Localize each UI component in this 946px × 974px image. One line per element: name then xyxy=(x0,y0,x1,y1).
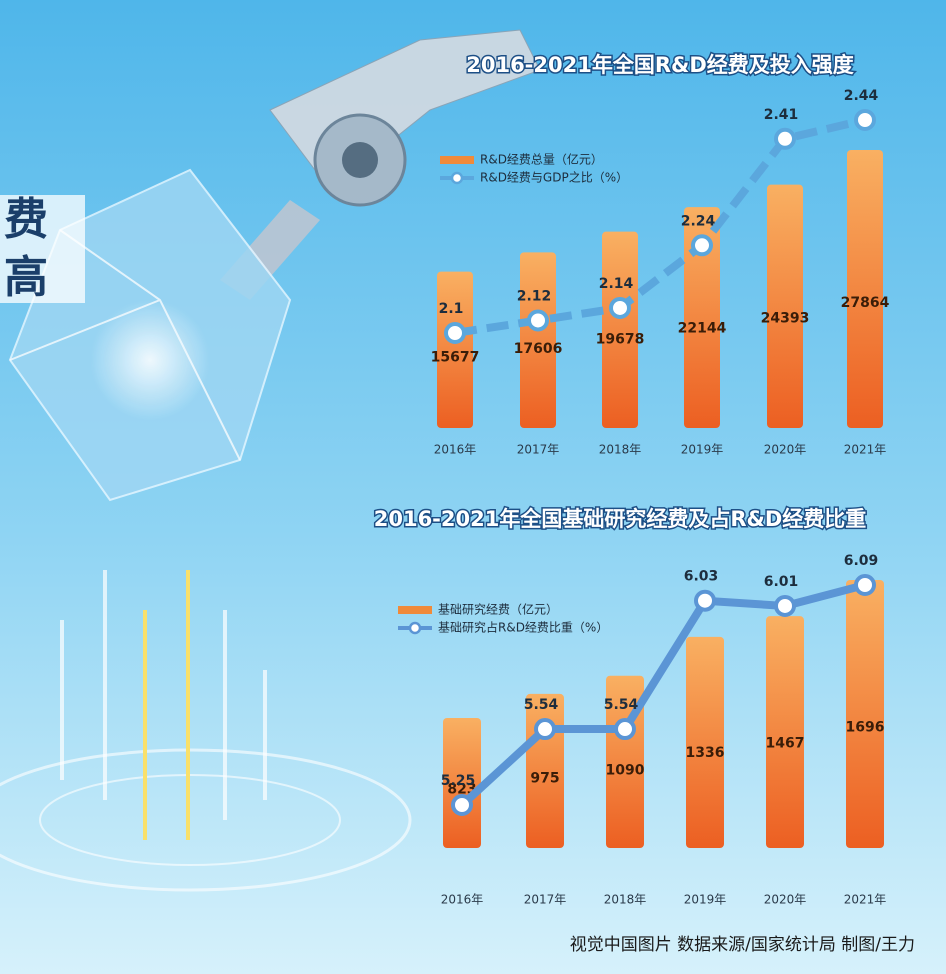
bar-value-label: 1696 xyxy=(846,719,885,735)
bar-value-label: 1090 xyxy=(606,762,645,778)
x-tick-label: 2016年 xyxy=(434,443,477,457)
bar xyxy=(847,150,883,428)
bar xyxy=(767,184,803,428)
line-marker xyxy=(691,234,713,257)
line-marker xyxy=(774,127,796,150)
legend-label: 基础研究占R&D经费比重（%） xyxy=(438,620,608,635)
bar xyxy=(684,207,720,428)
line xyxy=(454,116,866,337)
x-tick-label: 2018年 xyxy=(604,893,647,907)
line-marker xyxy=(609,296,631,319)
bar-value-label: 22144 xyxy=(678,321,727,337)
line-marker xyxy=(534,718,556,741)
bar xyxy=(686,636,724,848)
bar xyxy=(602,231,638,428)
point-value-label: 5.25 xyxy=(441,773,476,789)
point-value-label: 5.54 xyxy=(604,697,639,713)
point-value-label: 2.1 xyxy=(439,301,464,317)
point-value-label: 2.41 xyxy=(764,107,799,123)
headline: 高 xyxy=(4,252,48,303)
bar-value-label: 19678 xyxy=(596,332,645,348)
footer: 视觉中国图片 数据来源/国家统计局 制图/王力 xyxy=(570,935,915,955)
x-tick-label: 2016年 xyxy=(441,893,484,907)
x-tick-label: 2018年 xyxy=(599,443,642,457)
legend-swatch xyxy=(398,606,432,614)
legend-label: R&D经费总量（亿元） xyxy=(480,152,603,167)
bar xyxy=(846,580,884,848)
light-pillars xyxy=(0,570,412,892)
x-tick-label: 2021年 xyxy=(844,443,887,457)
line-marker xyxy=(694,589,716,612)
bar-value-label: 27864 xyxy=(841,295,890,311)
bar xyxy=(766,616,804,848)
point-value-label: 2.12 xyxy=(517,288,552,304)
bar-value-label: 975 xyxy=(530,771,559,787)
legend-label: R&D经费与GDP之比（%） xyxy=(480,171,628,185)
x-tick-label: 2021年 xyxy=(844,893,887,907)
line-marker xyxy=(451,794,473,816)
line-marker xyxy=(444,322,466,344)
point-value-label: 5.54 xyxy=(524,697,559,713)
bar-value-label: 1336 xyxy=(686,745,725,761)
point-value-label: 2.44 xyxy=(844,88,879,104)
bar-value-label: 1467 xyxy=(766,736,805,752)
chart-title: 2016-2021年全国R&D经费及投入强度 xyxy=(466,53,854,77)
bar xyxy=(443,717,481,848)
line-marker xyxy=(854,574,876,596)
legend-marker xyxy=(408,621,422,635)
line-marker xyxy=(527,309,549,332)
point-value-label: 6.01 xyxy=(764,574,799,590)
line-marker xyxy=(854,109,876,131)
point-value-label: 6.03 xyxy=(684,569,719,585)
chart-title: 2016-2021年全国基础研究经费及占R&D经费比重 xyxy=(374,507,867,531)
point-value-label: 2.14 xyxy=(599,276,634,292)
bar xyxy=(437,271,473,428)
bar-value-label: 17606 xyxy=(514,341,563,357)
legend-swatch xyxy=(440,156,474,164)
headline: 费 xyxy=(4,194,48,245)
headline-panel xyxy=(0,195,85,303)
bar-value-label: 15677 xyxy=(431,350,480,366)
x-tick-label: 2020年 xyxy=(764,443,807,457)
point-value-label: 2.24 xyxy=(681,213,716,229)
line xyxy=(459,581,867,808)
legend-marker xyxy=(450,171,464,185)
x-tick-label: 2020年 xyxy=(764,893,807,907)
line-marker xyxy=(614,718,636,741)
x-tick-label: 2017年 xyxy=(517,443,560,457)
bar-value-label: 24393 xyxy=(761,310,810,326)
legend-label: 基础研究经费（亿元） xyxy=(438,602,558,617)
x-tick-label: 2017年 xyxy=(524,893,567,907)
point-value-label: 6.09 xyxy=(844,553,879,569)
bar xyxy=(520,252,556,428)
x-tick-label: 2019年 xyxy=(681,443,724,457)
line-marker xyxy=(774,594,796,617)
x-tick-label: 2019年 xyxy=(684,893,727,907)
